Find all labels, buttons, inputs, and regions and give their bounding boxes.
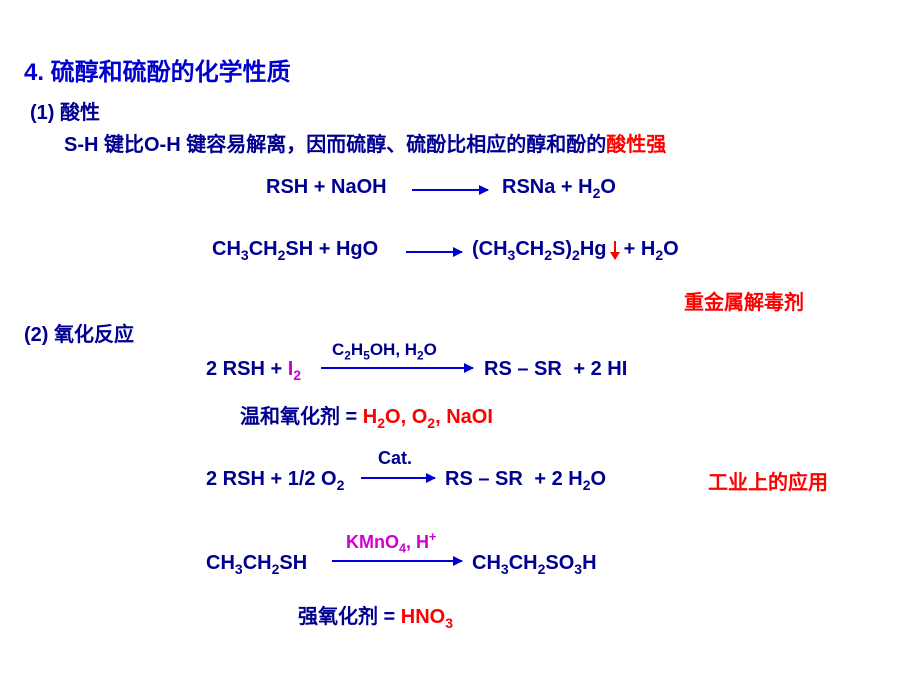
rxn2-r6: O [663, 238, 679, 260]
sub-2g: 2 [417, 348, 424, 362]
rxn5-a3: SH [279, 552, 307, 574]
rxn2-l3: SH + HgO [285, 238, 378, 260]
rxn5-r3: SO [545, 552, 574, 574]
rxn2-l2: CH [249, 238, 278, 260]
precipitate-arrow [614, 241, 616, 259]
rxn4-left: 2 RSH + 1/2 O2 [206, 468, 344, 493]
rxn4-r2: + 2 H2O [534, 468, 606, 490]
note-antidote: 重金属解毒剂 [684, 286, 804, 315]
mild-values: H2O, O2, NaOI [363, 406, 493, 428]
rxn3-c4: O [424, 340, 437, 359]
rxn3-c3: OH, H [370, 340, 417, 359]
sub-2d: 2 [572, 247, 580, 263]
rxn5-r1: CH [472, 552, 501, 574]
rxn1-r2: O [600, 176, 616, 198]
section-title: 4. 硫醇和硫酚的化学性质 [24, 52, 291, 87]
rxn3-c1: C [332, 340, 344, 359]
rxn5-left: CH3CH2SH [206, 552, 307, 577]
rxn5-a1: CH [206, 552, 235, 574]
sec1-desc: S-H 键比O-H 键容易解离，因而硫醇、硫酚比相应的醇和酚的酸性强 [64, 128, 666, 157]
rxn4-a: 2 RSH + 1/2 O [206, 468, 337, 490]
rxn3-r: RS – SR [484, 358, 562, 380]
rxn5-r4: H [582, 552, 596, 574]
sub-3d: 3 [501, 561, 509, 577]
rxn5-arrow [332, 560, 462, 562]
mild-oxidizer: 温和氧化剂 = H2O, O2, NaOI [240, 400, 493, 431]
rxn1-r1: RSNa + H [502, 176, 593, 198]
rxn3-a: 2 RSH + [206, 358, 288, 380]
sub-2e: 2 [655, 247, 663, 263]
rxn5-r2: CH [509, 552, 538, 574]
rxn2-r4: Hg [580, 238, 607, 260]
rxn2-arrow [406, 251, 462, 253]
sup-plus: + [429, 530, 436, 544]
rxn3-conditions: C2H5OH, H2O [332, 340, 437, 362]
rxn4-conditions: Cat. [378, 448, 412, 469]
rxn3-i2: I2 [288, 358, 301, 380]
sub-2f: 2 [344, 348, 351, 362]
strong-label: 强氧化剂 = [298, 606, 401, 628]
rxn3-c2: H [351, 340, 363, 359]
rxn3-r2: + 2 HI [573, 358, 627, 380]
sub-5: 5 [363, 348, 370, 362]
rxn1-right: RSNa + H2O [502, 176, 616, 201]
rxn2-left: CH3CH2SH + HgO [212, 238, 378, 263]
rxn2-r3: S) [552, 238, 572, 260]
rxn2-l1: CH [212, 238, 241, 260]
sub-3c: 3 [235, 561, 243, 577]
subsection-1-heading: (1) 酸性 [30, 96, 100, 125]
subsection-2-heading: (2) 氧化反应 [24, 318, 134, 347]
rxn4-right: RS – SR + 2 H2O [445, 468, 606, 493]
strong-values: HNO3 [401, 606, 453, 628]
rxn2-right: (CH3CH2S)2Hg + H2O [472, 238, 679, 263]
rxn4-r: RS – SR [445, 468, 523, 490]
rxn1-arrow [412, 189, 488, 191]
rxn1-left: RSH + NaOH [266, 176, 387, 199]
rxn2-r5: + H [624, 238, 656, 260]
note-industrial: 工业上的应用 [708, 466, 828, 495]
rxn5-c2: , H [406, 532, 429, 552]
rxn5-conditions: KMnO4, H+ [346, 530, 436, 556]
rxn2-r2: CH [515, 238, 544, 260]
rxn3-right: RS – SR + 2 HI [484, 358, 627, 381]
rxn2-r1: (CH [472, 238, 508, 260]
rxn5-right: CH3CH2SO3H [472, 552, 597, 577]
mild-label: 温和氧化剂 = [240, 406, 363, 428]
sub-3e: 3 [574, 561, 582, 577]
sub-2h: 2 [337, 477, 345, 493]
sub-2c: 2 [544, 247, 552, 263]
rxn3-left: 2 RSH + I2 [206, 358, 301, 383]
rxn5-c1: KMnO [346, 532, 399, 552]
desc-emphasis: 酸性强 [606, 134, 666, 156]
sub-4: 4 [399, 542, 406, 556]
strong-oxidizer: 强氧化剂 = HNO3 [298, 600, 453, 631]
sub-3: 3 [241, 247, 249, 263]
rxn5-a2: CH [243, 552, 272, 574]
rxn3-arrow [321, 367, 473, 369]
rxn4-arrow [361, 477, 435, 479]
desc-text: S-H 键比O-H 键容易解离，因而硫醇、硫酚比相应的醇和酚的 [64, 134, 606, 156]
